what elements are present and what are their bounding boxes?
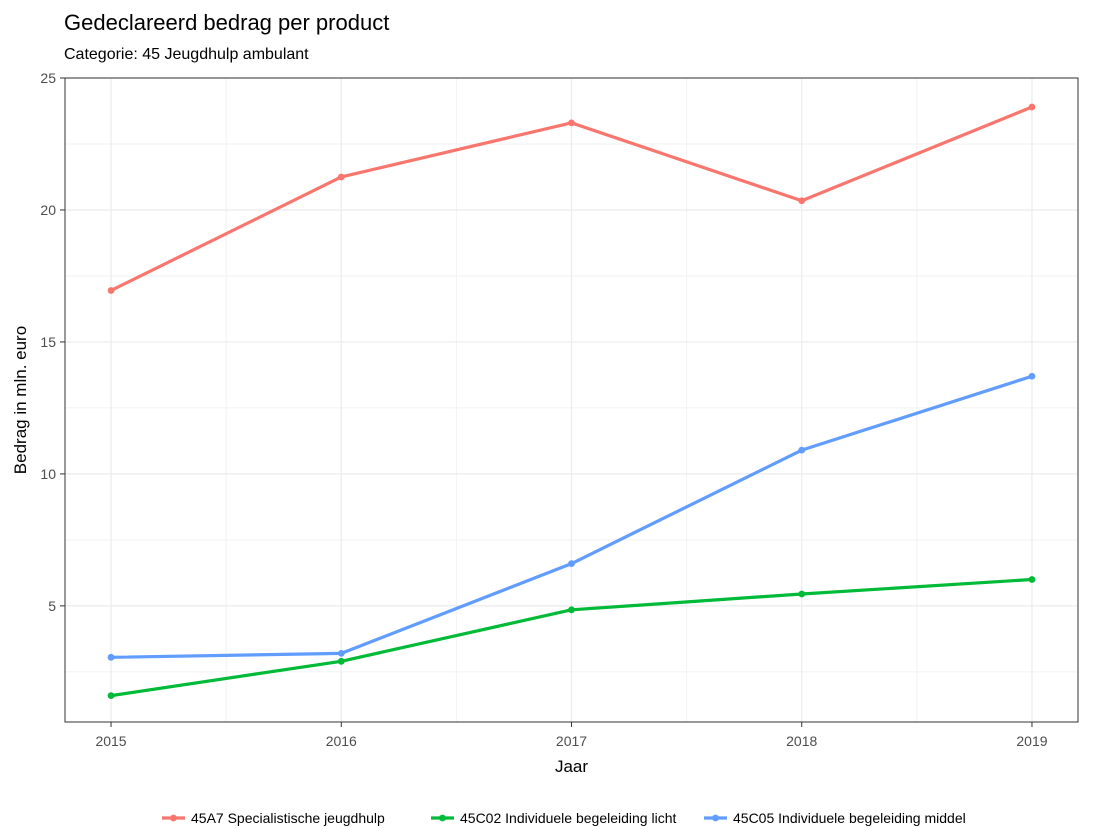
data-point-0-0	[107, 287, 115, 294]
data-point-2-1	[337, 649, 345, 657]
chart-subtitle: Categorie: 45 Jeugdhulp ambulant	[64, 46, 309, 63]
data-point-2-4	[1028, 372, 1036, 380]
data-point-0-1	[337, 173, 345, 181]
series-points	[107, 103, 1036, 700]
data-point-2-0	[107, 653, 115, 661]
data-point-1-1	[337, 657, 345, 665]
data-point-2-2	[568, 560, 575, 568]
x-tick-label: 2015	[95, 733, 126, 749]
legend-label-0: 45A7 Specialistische jeugdhulp	[191, 810, 385, 826]
legend-label-2: 45C05 Individuele begeleiding middel	[733, 810, 966, 826]
data-point-1-2	[568, 606, 575, 614]
data-point-1-0	[107, 692, 115, 700]
y-tick-label: 15	[40, 334, 56, 350]
x-tick-label: 2017	[556, 733, 587, 749]
y-tick-label: 10	[40, 466, 56, 482]
legend: 45A7 Specialistische jeugdhulp 45C02 Indi…	[162, 810, 966, 826]
y-tick-label: 20	[40, 202, 56, 218]
data-point-1-4	[1028, 576, 1036, 583]
grid-lines	[65, 77, 1078, 722]
x-tick-label: 2018	[786, 733, 817, 749]
legend-key-point-2	[712, 814, 719, 822]
data-point-0-3	[798, 197, 806, 205]
data-point-0-2	[568, 119, 575, 127]
legend-key-point-1	[439, 814, 446, 822]
y-tick-label: 5	[48, 598, 56, 614]
legend-label-1: 45C02 Individuele begeleiding licht	[460, 810, 676, 826]
y-axis-title: Bedrag in mln. euro	[11, 326, 30, 474]
legend-key-point-0	[170, 814, 177, 822]
data-point-1-3	[798, 590, 806, 598]
x-tick-label: 2019	[1016, 733, 1047, 749]
data-point-0-4	[1028, 103, 1036, 111]
y-axis-ticks: 5 10 15 20 25	[40, 70, 65, 614]
x-axis-ticks: 2015 2016 2017 2018 2019	[95, 722, 1048, 749]
data-point-2-3	[798, 446, 806, 454]
chart-title: Gedeclareerd bedrag per product	[64, 10, 390, 35]
y-tick-label: 25	[40, 70, 56, 86]
x-axis-title: Jaar	[555, 757, 588, 776]
x-tick-label: 2016	[326, 733, 357, 749]
